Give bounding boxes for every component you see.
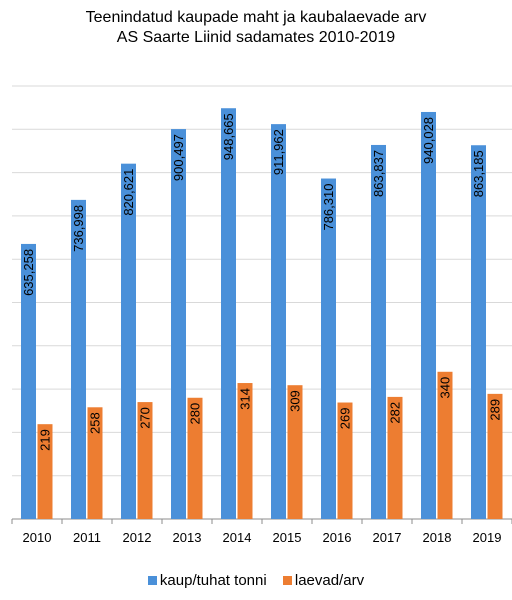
x-tick-label: 2011 (73, 530, 101, 545)
bar-laevad (87, 407, 103, 519)
bar-laevad (487, 393, 503, 519)
data-label: 289 (488, 399, 503, 421)
bar-laevad (187, 397, 203, 519)
legend-label-series-1: kaup/tuhat tonni (159, 572, 267, 589)
bar-kaup (221, 108, 236, 519)
x-tick-label: 2018 (423, 530, 452, 545)
data-label: 786,310 (321, 184, 336, 231)
data-label: 863,185 (471, 150, 486, 197)
bar-kaup (271, 124, 286, 519)
data-label: 219 (38, 429, 53, 451)
data-label: 340 (438, 377, 453, 399)
x-tick-label: 2015 (273, 530, 302, 545)
data-label: 280 (188, 403, 203, 425)
legend-label-series-2: laevad/arv (294, 572, 365, 589)
x-tick-label: 2012 (123, 530, 152, 545)
x-tick-label: 2019 (473, 530, 502, 545)
data-label: 736,998 (71, 205, 86, 252)
data-label: 940,028 (421, 117, 436, 164)
bar-kaup (21, 243, 36, 519)
bar-kaup (171, 129, 186, 520)
bar-kaup (321, 178, 336, 519)
bar-kaup (121, 163, 136, 519)
x-tick-label: 2017 (373, 530, 402, 545)
legend-swatch-series-2 (282, 576, 292, 585)
legend-swatch-series-1 (147, 576, 157, 585)
bar-kaup (421, 111, 436, 520)
data-label: 314 (238, 388, 253, 410)
data-label: 270 (138, 407, 153, 429)
bar-kaup (371, 144, 386, 520)
data-label: 948,665 (221, 113, 236, 160)
legend-item-series-1: kaup/tuhat tonni (147, 572, 267, 589)
bar-kaup (71, 199, 86, 519)
data-label: 863,837 (371, 150, 386, 197)
bar-laevad (387, 396, 403, 519)
x-tick-label: 2010 (23, 530, 52, 545)
data-label: 258 (88, 412, 103, 434)
data-label: 635,258 (21, 249, 36, 296)
data-label: 820,621 (121, 169, 136, 216)
bar-kaup (471, 145, 486, 519)
x-tick-label: 2016 (323, 530, 352, 545)
data-label: 269 (338, 408, 353, 430)
bar-laevad (287, 385, 303, 519)
data-label: 282 (388, 402, 403, 424)
bar-laevad (437, 371, 453, 519)
bar-laevad (37, 424, 53, 519)
legend-item-series-2: laevad/arv (282, 572, 365, 589)
data-label: 309 (288, 390, 303, 412)
x-tick-label: 2013 (173, 530, 202, 545)
bar-laevad (337, 402, 353, 519)
x-tick-label: 2014 (223, 530, 252, 545)
bar-laevad (237, 383, 253, 519)
data-label: 911,962 (271, 129, 286, 175)
chart-legend: kaup/tuhat tonni laevad/arv (0, 572, 512, 589)
data-label: 900,497 (171, 134, 186, 181)
bar-laevad (137, 402, 153, 519)
chart-title-line-1: Teenindatud kaupade maht ja kaubalaevade… (85, 9, 427, 26)
chart-title-line-2: AS Saarte Liinid sadamates 2010-2019 (116, 29, 396, 46)
